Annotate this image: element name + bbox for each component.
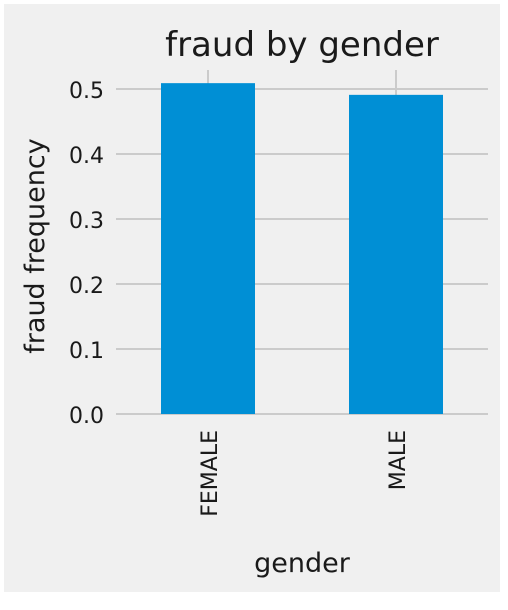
y-tick-label: 0.0 bbox=[69, 404, 104, 429]
chart-title: fraud by gender bbox=[165, 25, 439, 65]
y-tick-label: 0.3 bbox=[69, 209, 104, 234]
bar-male bbox=[349, 94, 443, 414]
x-axis-label: gender bbox=[254, 548, 351, 579]
x-tick-label: FEMALE bbox=[198, 430, 223, 517]
y-axis-label: fraud frequency bbox=[20, 138, 51, 353]
x-tick-labels: FEMALE MALE bbox=[198, 430, 411, 517]
y-tick-label: 0.4 bbox=[69, 144, 104, 169]
x-tick-label: MALE bbox=[386, 430, 411, 490]
y-tick-label: 0.1 bbox=[69, 339, 104, 364]
y-tick-label: 0.2 bbox=[69, 274, 104, 299]
y-tick-label: 0.5 bbox=[69, 79, 104, 104]
bars bbox=[161, 83, 443, 415]
y-tick-labels: 0.0 0.1 0.2 0.3 0.4 0.5 bbox=[69, 79, 104, 429]
bar-female bbox=[161, 83, 255, 415]
